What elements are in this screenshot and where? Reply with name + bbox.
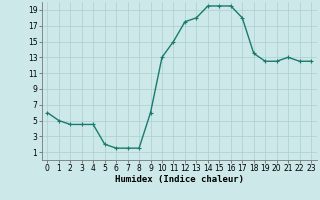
X-axis label: Humidex (Indice chaleur): Humidex (Indice chaleur) (115, 175, 244, 184)
